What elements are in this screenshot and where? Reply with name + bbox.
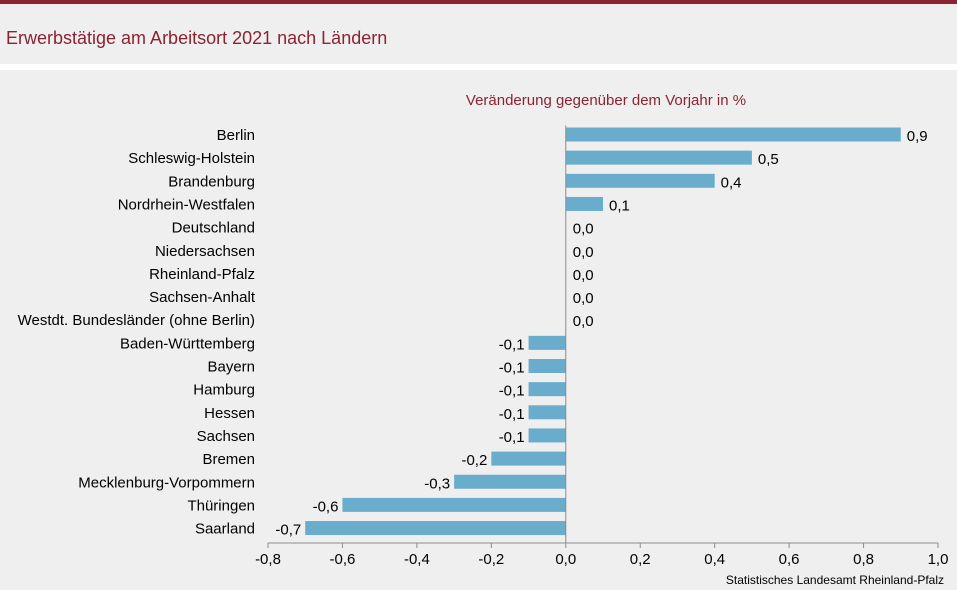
bar <box>565 150 752 165</box>
category-label: Westdt. Bundesländer (ohne Berlin) <box>18 312 255 329</box>
bar <box>528 359 566 373</box>
bar <box>342 497 566 512</box>
value-label: -0,1 <box>499 336 525 353</box>
category-label: Schleswig-Holstein <box>128 150 255 167</box>
x-tick-label: 0,6 <box>779 551 800 568</box>
value-label: -0,2 <box>461 452 487 469</box>
x-tick-label: -0,2 <box>478 551 504 568</box>
category-label: Brandenburg <box>168 173 255 190</box>
value-label: -0,7 <box>275 522 301 539</box>
x-tick-label: 0,2 <box>630 551 651 568</box>
bar <box>491 451 566 466</box>
bar <box>528 405 566 420</box>
bars-layer <box>305 127 901 536</box>
value-label: 0,4 <box>721 174 742 191</box>
category-label: Bremen <box>202 451 255 468</box>
value-label: -0,6 <box>313 498 339 515</box>
x-tick-label: 0,0 <box>555 551 576 568</box>
value-label: 0,1 <box>609 197 630 214</box>
value-labels: 0,90,50,40,10,00,00,00,00,0-0,1-0,1-0,1-… <box>275 128 927 539</box>
x-tick-label: 0,8 <box>853 551 874 568</box>
x-tick-label: -0,8 <box>255 551 281 568</box>
category-label: Rheinland-Pfalz <box>149 266 255 283</box>
bar <box>528 428 566 443</box>
x-tick-label: -0,6 <box>330 551 356 568</box>
category-label: Berlin <box>217 127 255 144</box>
value-label: 0,5 <box>758 151 779 168</box>
x-tick-label: -0,4 <box>404 551 430 568</box>
value-label: 0,0 <box>573 290 594 307</box>
title-band: Erwerbstätige am Arbeitsort 2021 nach Lä… <box>0 4 957 64</box>
category-label: Bayern <box>207 359 255 376</box>
category-label: Saarland <box>195 521 255 538</box>
bar <box>454 474 566 489</box>
bar <box>565 196 603 211</box>
divider <box>0 64 957 70</box>
bar <box>565 127 901 142</box>
value-label: -0,1 <box>499 360 525 377</box>
value-label: 0,0 <box>573 267 594 284</box>
value-label: -0,3 <box>424 475 450 492</box>
category-label: Niedersachsen <box>155 243 255 260</box>
category-label: Hamburg <box>193 382 255 399</box>
bar <box>528 335 566 350</box>
x-axis: -0,8 -0,6 -0,4 -0,2 0,0 0,2 0,4 0,6 0,8 1,0 <box>255 125 949 568</box>
category-label: Sachsen-Anhalt <box>149 289 256 306</box>
x-tick-label: 0,4 <box>704 551 725 568</box>
page-title: Erwerbstätige am Arbeitsort 2021 nach Lä… <box>6 28 388 48</box>
value-label: 0,0 <box>573 244 594 261</box>
value-label: -0,1 <box>499 406 525 423</box>
bar <box>565 173 715 188</box>
category-label: Deutschland <box>172 220 255 237</box>
x-tick-label: 1,0 <box>928 551 949 568</box>
category-label: Sachsen <box>197 428 255 445</box>
top-accent-rule <box>0 0 957 4</box>
value-label: -0,1 <box>499 383 525 400</box>
category-label: Baden-Württemberg <box>120 335 255 352</box>
value-label: 0,0 <box>573 221 594 238</box>
bar <box>528 382 566 397</box>
category-labels: Berlin Schleswig-Holstein Brandenburg Nordr… <box>18 127 256 538</box>
category-label: Mecklenburg-Vorpommern <box>78 474 255 491</box>
value-label: 0,9 <box>907 128 928 145</box>
category-label: Hessen <box>204 405 255 422</box>
value-label: -0,1 <box>499 429 525 446</box>
source-note: Statistisches Landesamt Rheinland-Pfalz <box>726 573 944 587</box>
value-label: 0,0 <box>573 313 594 330</box>
chart-subtitle: Veränderung gegenüber dem Vorjahr in % <box>466 92 746 109</box>
category-label: Thüringen <box>187 497 255 514</box>
category-label: Nordrhein-Westfalen <box>118 196 255 213</box>
bar <box>305 521 566 536</box>
